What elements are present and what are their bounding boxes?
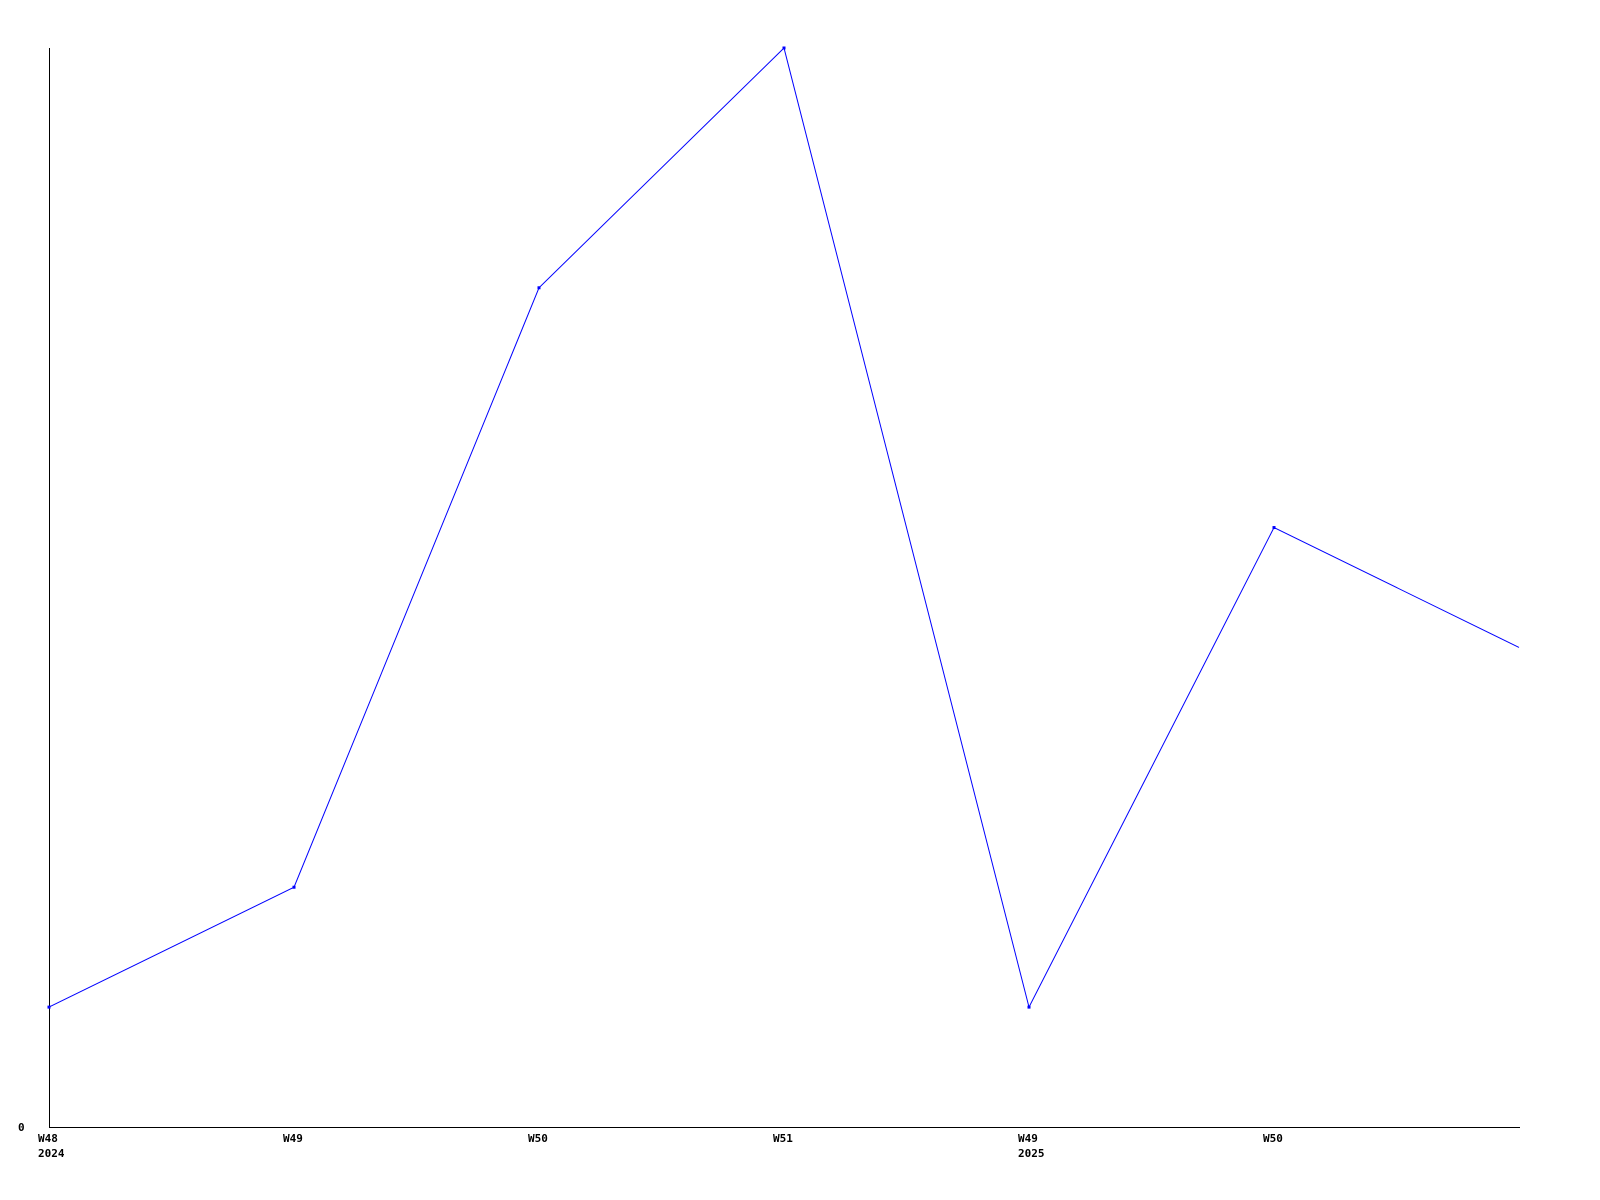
x-tick-label: W48 bbox=[38, 1132, 58, 1145]
data-point bbox=[1272, 526, 1276, 530]
data-point bbox=[537, 286, 541, 290]
x-tick-year-label: 2024 bbox=[38, 1147, 65, 1160]
x-tick-label: W49 bbox=[1018, 1132, 1038, 1145]
y-tick-label: 0 bbox=[18, 1121, 25, 1134]
data-point bbox=[1027, 1005, 1031, 1009]
x-tick-label: W49 bbox=[283, 1132, 303, 1145]
x-tick-year-label: 2025 bbox=[1018, 1147, 1045, 1160]
x-tick-label: W51 bbox=[773, 1132, 793, 1145]
series-line bbox=[48, 47, 1520, 1009]
x-tick-label: W50 bbox=[1263, 1132, 1283, 1145]
data-point bbox=[292, 885, 296, 889]
x-tick-label: W50 bbox=[528, 1132, 548, 1145]
data-point bbox=[782, 46, 786, 50]
data-point bbox=[47, 1005, 51, 1009]
